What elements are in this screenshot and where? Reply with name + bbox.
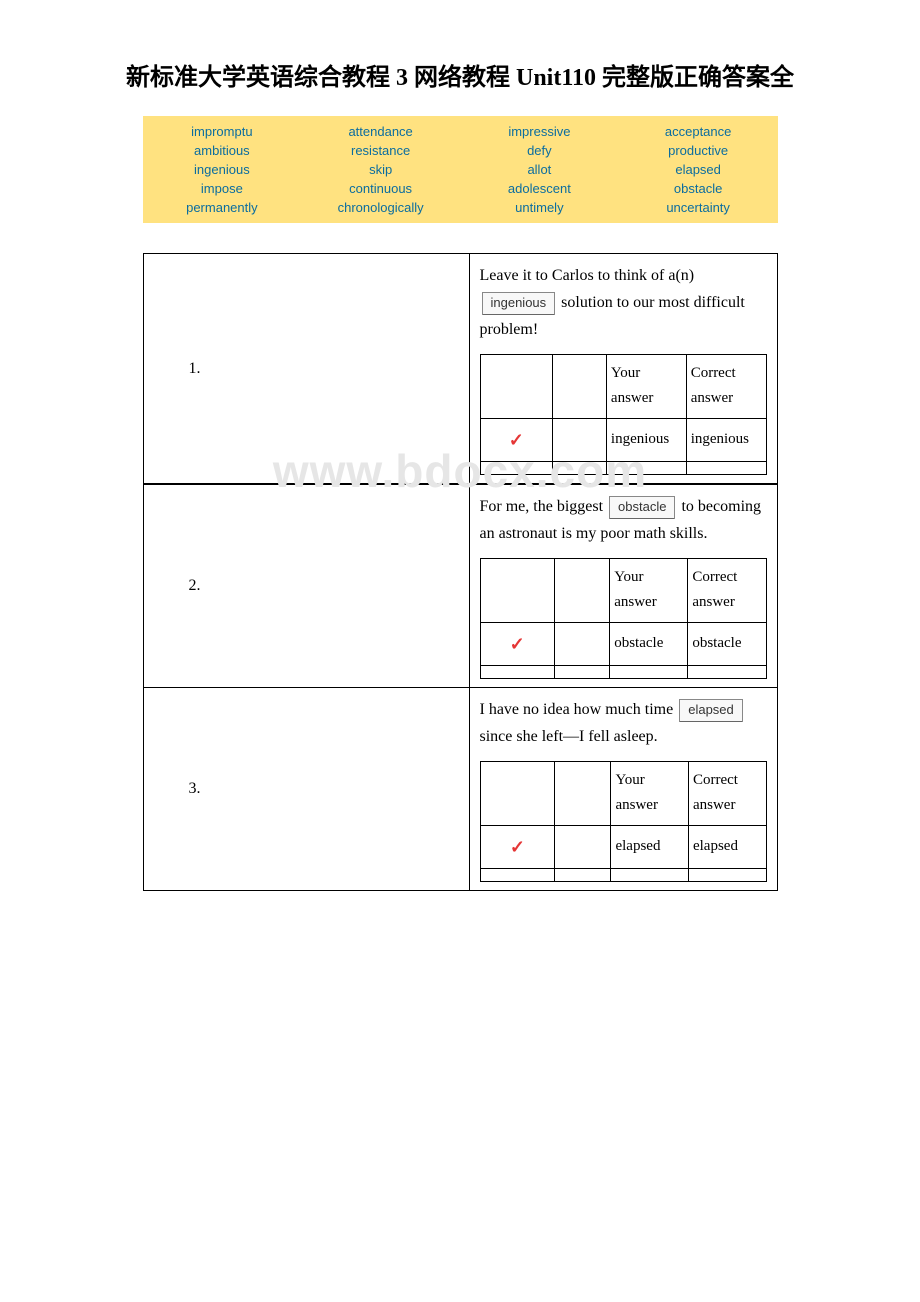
answer-input[interactable]: elapsed [679, 699, 743, 722]
word-bank-item: elapsed [619, 160, 778, 179]
word-bank-item: resistance [301, 141, 460, 160]
word-bank: impromptu attendance impressive acceptan… [143, 116, 778, 223]
word-bank-item: obstacle [619, 179, 778, 198]
word-bank-item: attendance [301, 122, 460, 141]
question-text-pre: I have no idea how much time [480, 701, 678, 718]
answer-input[interactable]: ingenious [482, 292, 556, 315]
word-bank-item: chronologically [301, 198, 460, 217]
page-title: 新标准大学英语综合教程 3 网络教程 Unit110 完整版正确答案全 [0, 60, 920, 96]
word-bank-item: impressive [460, 122, 619, 141]
word-bank-item: ingenious [143, 160, 302, 179]
table-row: Your answer Correct answer [480, 354, 766, 418]
question-cell: For me, the biggest obstacle to becoming… [469, 485, 777, 688]
answer-table: Your answer Correct answer ✓ obstacle ob… [480, 558, 767, 680]
your-answer-header: Your answer [611, 761, 689, 825]
your-answer-header: Your answer [606, 354, 686, 418]
correct-answer: obstacle [688, 622, 766, 666]
check-icon: ✓ [510, 837, 525, 857]
word-bank-item: acceptance [619, 122, 778, 141]
word-bank-item: continuous [301, 179, 460, 198]
word-bank-item: uncertainty [619, 198, 778, 217]
word-bank-item: ambitious [143, 141, 302, 160]
watermark-text: www.bdocx.com [143, 444, 777, 498]
question-text-pre: For me, the biggest [480, 498, 608, 515]
correct-answer-header: Correct answer [686, 354, 766, 418]
answer-input[interactable]: obstacle [609, 496, 675, 519]
table-row [480, 666, 766, 679]
exercise-table: 1. Leave it to Carlos to think of a(n) i… [143, 253, 778, 891]
your-answer: obstacle [610, 622, 688, 666]
table-row: 2. For me, the biggest obstacle to becom… [143, 485, 777, 688]
check-icon: ✓ [510, 634, 525, 654]
word-bank-item: defy [460, 141, 619, 160]
correct-answer: elapsed [688, 825, 766, 869]
word-bank-item: productive [619, 141, 778, 160]
your-answer-header: Your answer [610, 558, 688, 622]
table-row [480, 869, 766, 882]
correct-answer-header: Correct answer [688, 558, 766, 622]
table-row: ✓ elapsed elapsed [480, 825, 766, 869]
table-row: 3. I have no idea how much time elapsed … [143, 688, 777, 891]
correct-answer-header: Correct answer [688, 761, 766, 825]
word-bank-item: impromptu [143, 122, 302, 141]
table-row: Your answer Correct answer [480, 558, 766, 622]
question-cell: I have no idea how much time elapsed sin… [469, 688, 777, 891]
word-bank-item: skip [301, 160, 460, 179]
word-bank-item: allot [460, 160, 619, 179]
table-row: ✓ obstacle obstacle [480, 622, 766, 666]
your-answer: elapsed [611, 825, 689, 869]
answer-table: Your answer Correct answer ✓ elapsed ela… [480, 761, 767, 883]
word-bank-item: adolescent [460, 179, 619, 198]
question-number: 2. [143, 485, 469, 688]
word-bank-item: untimely [460, 198, 619, 217]
question-text-post: since she left—I fell asleep. [480, 728, 658, 745]
question-number: 3. [143, 688, 469, 891]
table-row: Your answer Correct answer [480, 761, 766, 825]
word-bank-item: permanently [143, 198, 302, 217]
question-text-pre: Leave it to Carlos to think of a(n) [480, 267, 695, 284]
word-bank-item: impose [143, 179, 302, 198]
